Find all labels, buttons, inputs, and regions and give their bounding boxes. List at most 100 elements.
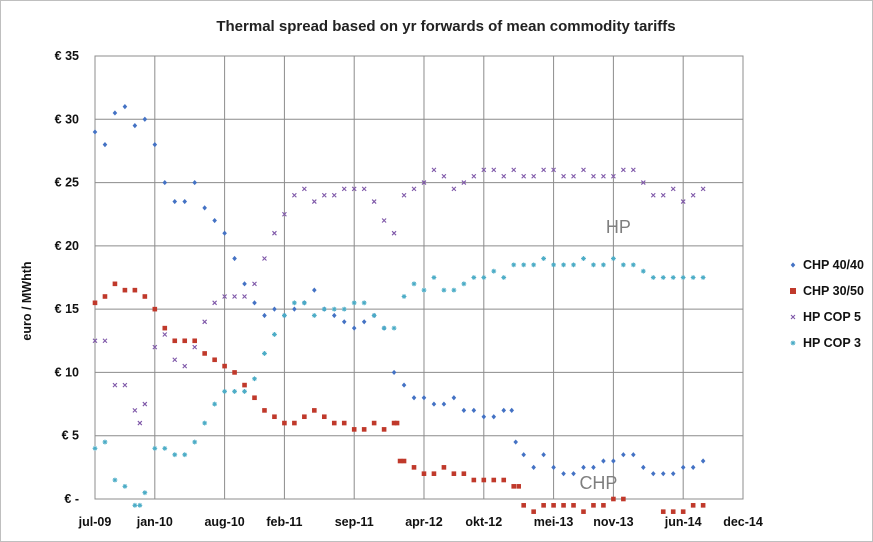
data-point [431,401,437,407]
data-point [162,179,168,186]
data-point [670,275,676,280]
data-point [202,351,207,356]
data-point [531,173,537,179]
annotation-label: CHP [579,473,617,493]
data-point [242,389,247,394]
legend-entry: CHP 40/40 [790,258,864,272]
x-tick-label: mei-13 [534,515,574,529]
data-point [670,509,676,514]
y-tick-label: € - [64,492,79,506]
data-point [182,338,188,344]
data-point [262,256,267,261]
data-point [411,186,417,192]
data-point [441,401,447,407]
data-point [172,452,178,458]
data-point [132,408,138,413]
annotations: HP CHP [579,217,630,493]
data-point [282,313,287,318]
data-point [122,104,128,110]
data-point [441,173,447,179]
data-point [311,199,317,204]
data-point [102,338,108,344]
x-tick-label: dec-14 [723,515,763,529]
data-point [112,281,118,287]
data-point [561,173,566,179]
data-point [262,351,267,356]
x-tick-label: aug-10 [204,515,244,529]
data-point [471,407,477,413]
data-point [282,211,287,217]
chart-title: Thermal spread based on yr forwards of m… [216,18,675,35]
data-point [132,502,138,508]
data-point [132,287,138,293]
data-point [361,300,367,306]
axis-ticks: € - € 5 € 10 € 15 € 20 € 25 € 30 € 35 jul-09 jan-… [55,49,763,529]
data-point [202,319,208,325]
data-point [531,262,537,268]
data-point [591,173,596,179]
data-point [421,180,427,185]
data-point [790,340,796,346]
data-point [222,230,227,236]
data-point [262,408,267,413]
data-point [670,471,676,477]
data-point [142,294,148,299]
data-point [790,314,796,320]
data-point [394,420,400,426]
data-point [620,262,626,268]
data-point [630,262,636,268]
data-point [690,503,696,508]
data-point [591,262,596,268]
data-point [690,275,696,280]
data-point [431,275,437,280]
data-point [192,338,197,344]
data-point [461,407,467,413]
data-point [491,477,497,483]
data-point [132,123,138,129]
data-point [660,192,666,198]
data-point [511,262,517,268]
data-point [541,503,546,508]
data-point [122,483,128,489]
data-point [102,142,108,148]
data-point [212,357,217,363]
data-point [321,306,327,312]
data-point [451,395,457,401]
data-point [509,407,515,413]
data-point [192,179,197,186]
data-point [202,205,207,211]
data-point [182,452,188,458]
data-point [641,464,646,470]
data-point [660,275,666,280]
data-point [182,198,188,205]
data-point [361,427,367,432]
data-point [341,306,347,312]
data-point [531,464,536,470]
data-point [361,319,367,325]
data-point [341,186,347,192]
data-point [501,407,507,413]
annotation-label: HP [606,217,631,237]
data-point [102,294,108,299]
data-point [411,281,417,287]
data-point [581,464,586,470]
series-3 [92,167,706,426]
x-tick-label: apr-12 [405,515,443,529]
data-point [122,382,128,388]
data-point [391,420,397,426]
data-point [621,496,626,502]
data-point [212,300,218,306]
data-point [92,300,98,306]
data-point [102,439,108,445]
data-point [631,452,636,458]
data-point [640,180,646,185]
data-point [571,503,576,508]
y-tick-label: € 15 [55,302,79,316]
data-point [232,294,237,299]
data-point [222,389,227,394]
data-point [262,312,267,319]
data-point [660,509,666,514]
data-point [242,281,247,287]
data-point [561,262,566,268]
legend-entry: HP COP 3 [790,336,861,350]
